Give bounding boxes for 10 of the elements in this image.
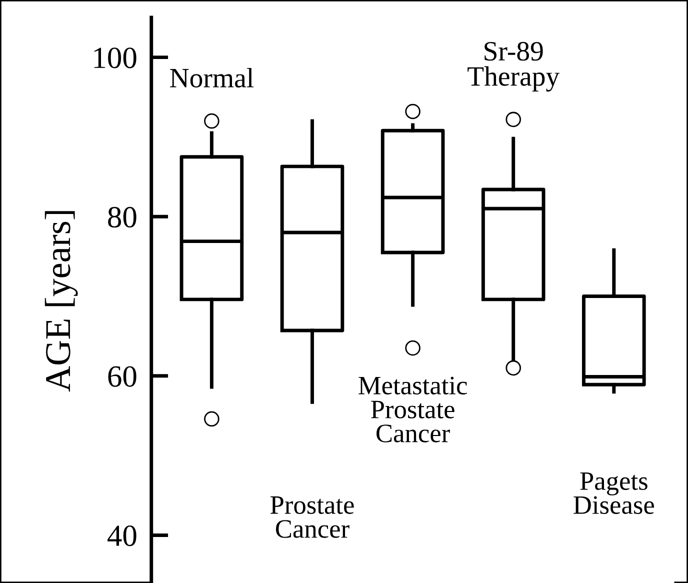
y-tick-label: 100 bbox=[94, 48, 136, 68]
x-tick-label: Prostate Cancer bbox=[270, 496, 354, 538]
x-tick-label: Pagets Disease bbox=[574, 472, 654, 514]
y-tick-label: 60 bbox=[108, 366, 136, 387]
x-tick-label: Normal bbox=[170, 68, 254, 88]
x-tick-label: Sr-89 Therapy bbox=[468, 42, 560, 92]
y-tick-label: 40 bbox=[108, 525, 136, 546]
y-tick-label: 80 bbox=[108, 206, 136, 228]
y-axis-title: AGE [years] bbox=[44, 211, 78, 392]
x-tick-label: Metastatic Prostate Cancer bbox=[358, 376, 467, 442]
